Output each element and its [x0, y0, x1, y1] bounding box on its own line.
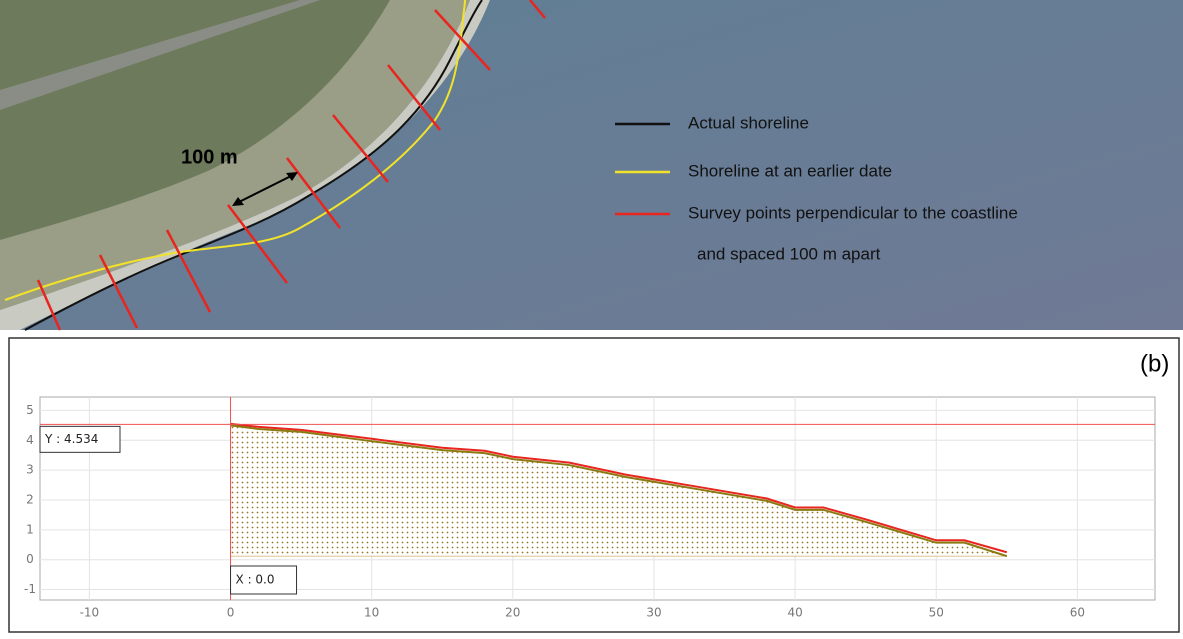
legend-label: Actual shoreline — [688, 113, 809, 132]
page: 100 m Actual shoreline Shoreline at an ea… — [0, 0, 1183, 634]
y-tick-label: 5 — [26, 403, 34, 417]
x-tick-label: 50 — [929, 606, 944, 620]
legend-note: and spaced 100 m apart — [697, 244, 881, 263]
figure: 100 m Actual shoreline Shoreline at an ea… — [0, 0, 1183, 634]
crosshair-x-label: X : 0.0 — [236, 573, 275, 587]
y-tick-label: 3 — [26, 463, 34, 477]
y-tick-label: 2 — [26, 492, 34, 506]
x-tick-label: 60 — [1070, 606, 1085, 620]
scale-label: 100 m — [181, 146, 238, 168]
y-tick-label: -1 — [24, 582, 36, 596]
y-tick-label: 0 — [26, 552, 34, 566]
x-tick-label: -10 — [80, 606, 100, 620]
y-tick-label: 4 — [26, 433, 34, 447]
x-tick-label: 10 — [364, 606, 379, 620]
y-tick-label: 1 — [26, 522, 34, 536]
x-tick-label: 30 — [646, 606, 661, 620]
panel-label: (b) — [1140, 350, 1169, 377]
x-tick-label: 40 — [787, 606, 802, 620]
x-tick-label: 20 — [505, 606, 520, 620]
crosshair-y-label: Y : 4.534 — [44, 432, 98, 446]
x-tick-label: 0 — [227, 606, 235, 620]
legend-label: Shoreline at an earlier date — [688, 161, 892, 180]
legend-label: Survey points perpendicular to the coast… — [688, 203, 1018, 222]
satellite-image: 100 m — [0, 0, 1183, 330]
